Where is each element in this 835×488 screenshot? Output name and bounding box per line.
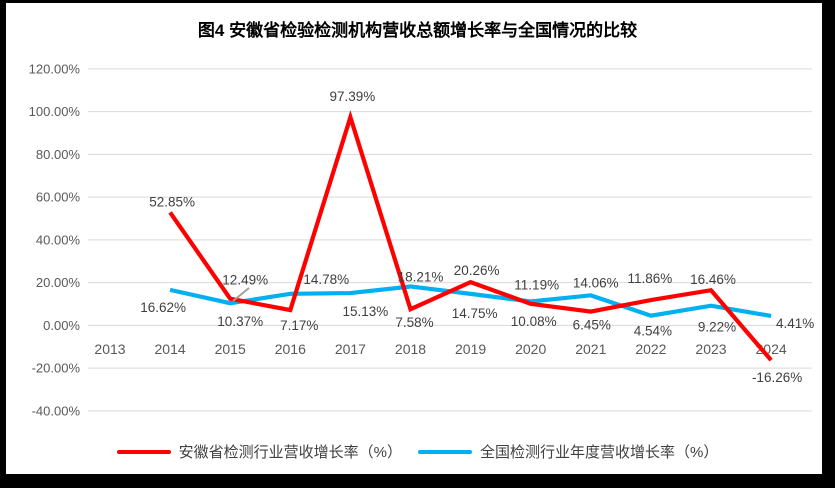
data-label-anhui-2021: 6.45% (573, 318, 611, 333)
y-axis-tick-label: 20.00% (36, 275, 81, 290)
x-axis-category-label: 2016 (275, 341, 306, 357)
y-axis-tick-label: 80.00% (36, 147, 81, 162)
data-label-national-2015: 10.37% (217, 314, 263, 329)
legend-line-anhui-icon (116, 449, 171, 454)
y-axis-tick-label: 100.00% (29, 104, 81, 119)
data-label-anhui-2022: 11.86% (628, 271, 673, 286)
y-axis-tick-label: -40.00% (32, 403, 81, 418)
y-axis-tick-label: -20.00% (32, 361, 81, 376)
data-label-national-2016: 14.78% (303, 272, 349, 287)
x-axis-category-label: 2014 (155, 341, 186, 357)
legend-item-national: 全国检测行业年度营收增长率（%） (418, 441, 718, 462)
data-label-anhui-2023: 16.46% (690, 272, 736, 287)
data-label-national-2018: 18.21% (398, 269, 444, 284)
data-label-national-2024: 4.41% (776, 316, 814, 331)
data-label-national-2021: 14.06% (573, 275, 619, 290)
cursor-artifact (232, 287, 250, 302)
series-line-national (169, 284, 772, 319)
data-label-anhui-2016: 7.17% (280, 318, 318, 333)
legend-item-anhui: 安徽省检测行业营收增长率（%） (116, 441, 402, 462)
data-label-anhui-2020: 10.08% (511, 314, 557, 329)
data-label-anhui-2019: 20.26% (454, 263, 500, 278)
y-axis-tick-label: 40.00% (36, 232, 81, 247)
x-axis-category-label: 2020 (515, 341, 546, 357)
data-label-national-2023: 9.22% (698, 320, 736, 335)
x-axis-category-label: 2023 (695, 341, 726, 357)
x-axis-category-label: 2019 (455, 341, 486, 357)
y-axis-tick-label: 0.00% (43, 318, 80, 333)
series-line-anhui (168, 110, 773, 362)
x-axis-category-label: 2013 (94, 341, 125, 357)
data-label-national-2014: 16.62% (140, 300, 186, 315)
data-label-anhui-2014: 52.85% (149, 194, 195, 209)
data-label-anhui-2015: 12.49% (222, 273, 268, 288)
data-label-anhui-2024: -16.26% (752, 370, 802, 385)
x-axis-category-label: 2018 (395, 341, 426, 357)
legend-line-national-icon (418, 449, 472, 454)
chart-title: 图4 安徽省检验检测机构营收总额增长率与全国情况的比较 (197, 21, 638, 40)
data-label-anhui-2018: 7.58% (395, 315, 433, 330)
legend-label-anhui: 安徽省检测行业营收增长率（%） (178, 444, 402, 461)
data-label-national-2020: 11.19% (514, 277, 559, 292)
data-label-anhui-2017: 97.39% (330, 89, 376, 104)
data-label-national-2022: 4.54% (634, 324, 672, 339)
x-axis-category-label: 2022 (635, 341, 666, 357)
data-label-national-2019: 14.75% (452, 306, 498, 321)
y-axis-tick-label: 120.00% (29, 61, 81, 76)
legend-label-national: 全国检测行业年度营收增长率（%） (480, 444, 719, 461)
x-axis-category-label: 2021 (575, 341, 606, 357)
y-axis-tick-label: 60.00% (36, 190, 81, 205)
data-label-national-2017: 15.13% (343, 304, 389, 319)
x-axis-category-label: 2015 (215, 341, 246, 357)
legend: 安徽省检测行业营收增长率（%） 全国检测行业年度营收增长率（%） (0, 441, 835, 462)
chart-plot: 120.00% 100.00% 80.00% 60.00% 40.00% 20.00% 0.… (29, 61, 815, 418)
x-axis-category-label: 2017 (335, 341, 366, 357)
